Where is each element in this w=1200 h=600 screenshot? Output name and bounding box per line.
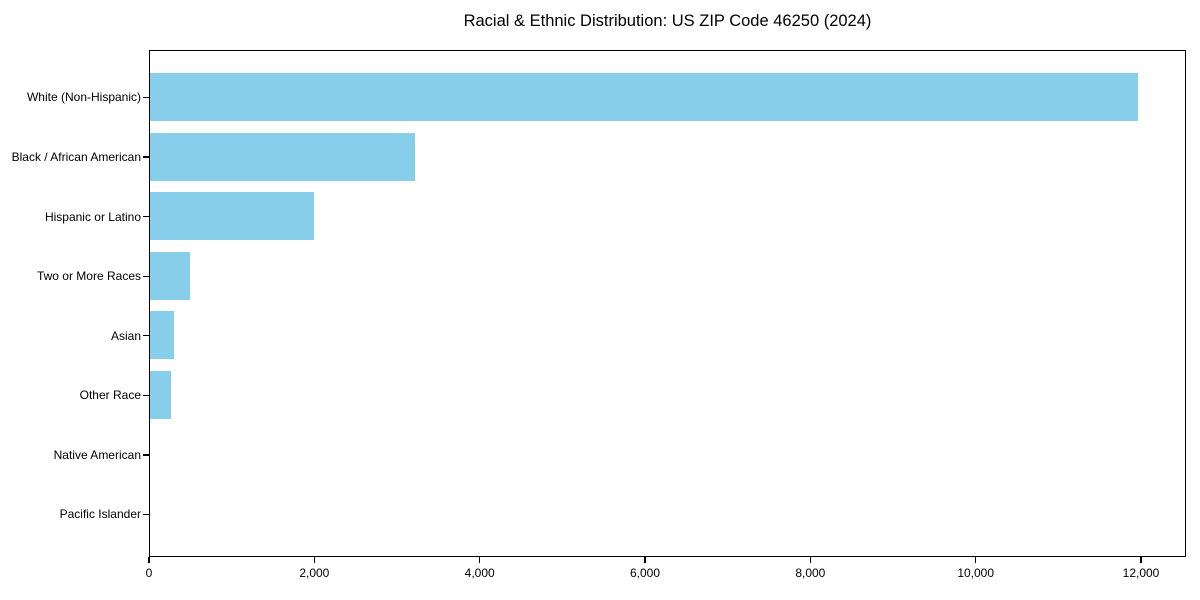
y-tick-label: Native American <box>53 447 141 462</box>
plot-area <box>149 50 1186 557</box>
y-tick-mark <box>143 215 149 218</box>
y-tick-mark <box>143 394 149 396</box>
bar <box>150 251 190 300</box>
y-tick-label: Pacific Islander <box>59 507 141 522</box>
x-tick-mark <box>313 557 315 563</box>
y-tick-label: White (Non-Hispanic) <box>26 90 141 105</box>
x-tick-mark <box>809 557 811 563</box>
bar <box>150 371 172 420</box>
x-tick-label: 10,000 <box>957 566 995 580</box>
x-tick-label: 4,000 <box>464 566 495 580</box>
bar <box>150 132 415 181</box>
x-tick-mark <box>148 557 150 563</box>
x-tick-mark <box>479 557 481 563</box>
x-tick-label: 6,000 <box>629 566 661 580</box>
y-tick-mark <box>143 513 149 516</box>
y-tick-label: Hispanic or Latino <box>44 209 141 224</box>
bar <box>150 192 314 241</box>
x-tick-label: 12,000 <box>1122 566 1160 580</box>
y-tick-mark <box>143 335 149 337</box>
x-tick-label: 0 <box>145 566 153 580</box>
y-tick-mark <box>143 96 149 99</box>
x-tick-label: 2,000 <box>299 566 330 580</box>
y-tick-mark <box>143 454 149 456</box>
x-tick-mark <box>644 557 646 563</box>
chart-title: Racial & Ethnic Distribution: US ZIP Cod… <box>463 12 872 30</box>
y-tick-label: Other Race <box>79 388 141 403</box>
y-tick-label: Asian <box>110 328 141 343</box>
y-tick-label: Black / African American <box>11 150 141 165</box>
y-tick-label: Two or More Races <box>36 269 141 284</box>
bar <box>150 311 175 360</box>
y-tick-mark <box>143 275 149 277</box>
x-tick-mark <box>1140 557 1142 563</box>
y-tick-mark <box>143 156 149 158</box>
x-tick-label: 8,000 <box>795 566 826 580</box>
bar <box>150 73 1138 122</box>
x-tick-mark <box>975 557 977 563</box>
